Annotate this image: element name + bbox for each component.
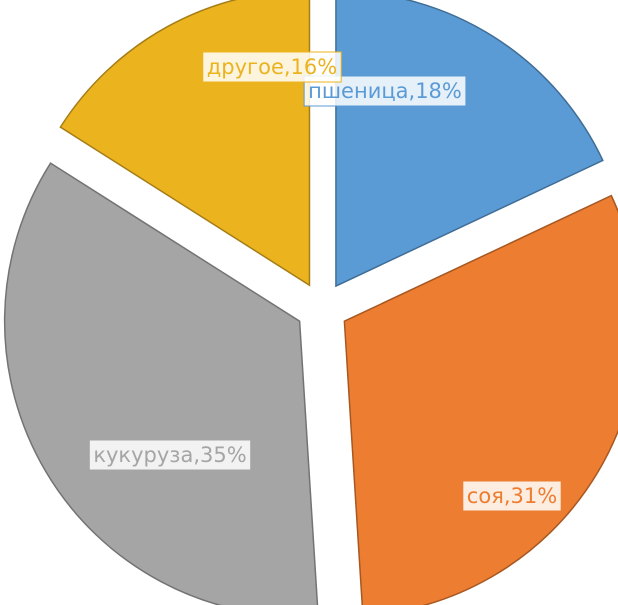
data-label: кукуруза,35% [93, 443, 246, 467]
data-label: пшеница,18% [308, 79, 462, 103]
pie-slice [335, 0, 604, 288]
pie-slice [3, 162, 319, 605]
data-label: соя,31% [467, 484, 557, 508]
data-label: другое,16% [207, 55, 337, 79]
label-box [462, 480, 562, 512]
label-box [88, 439, 252, 471]
label-box [202, 51, 342, 83]
